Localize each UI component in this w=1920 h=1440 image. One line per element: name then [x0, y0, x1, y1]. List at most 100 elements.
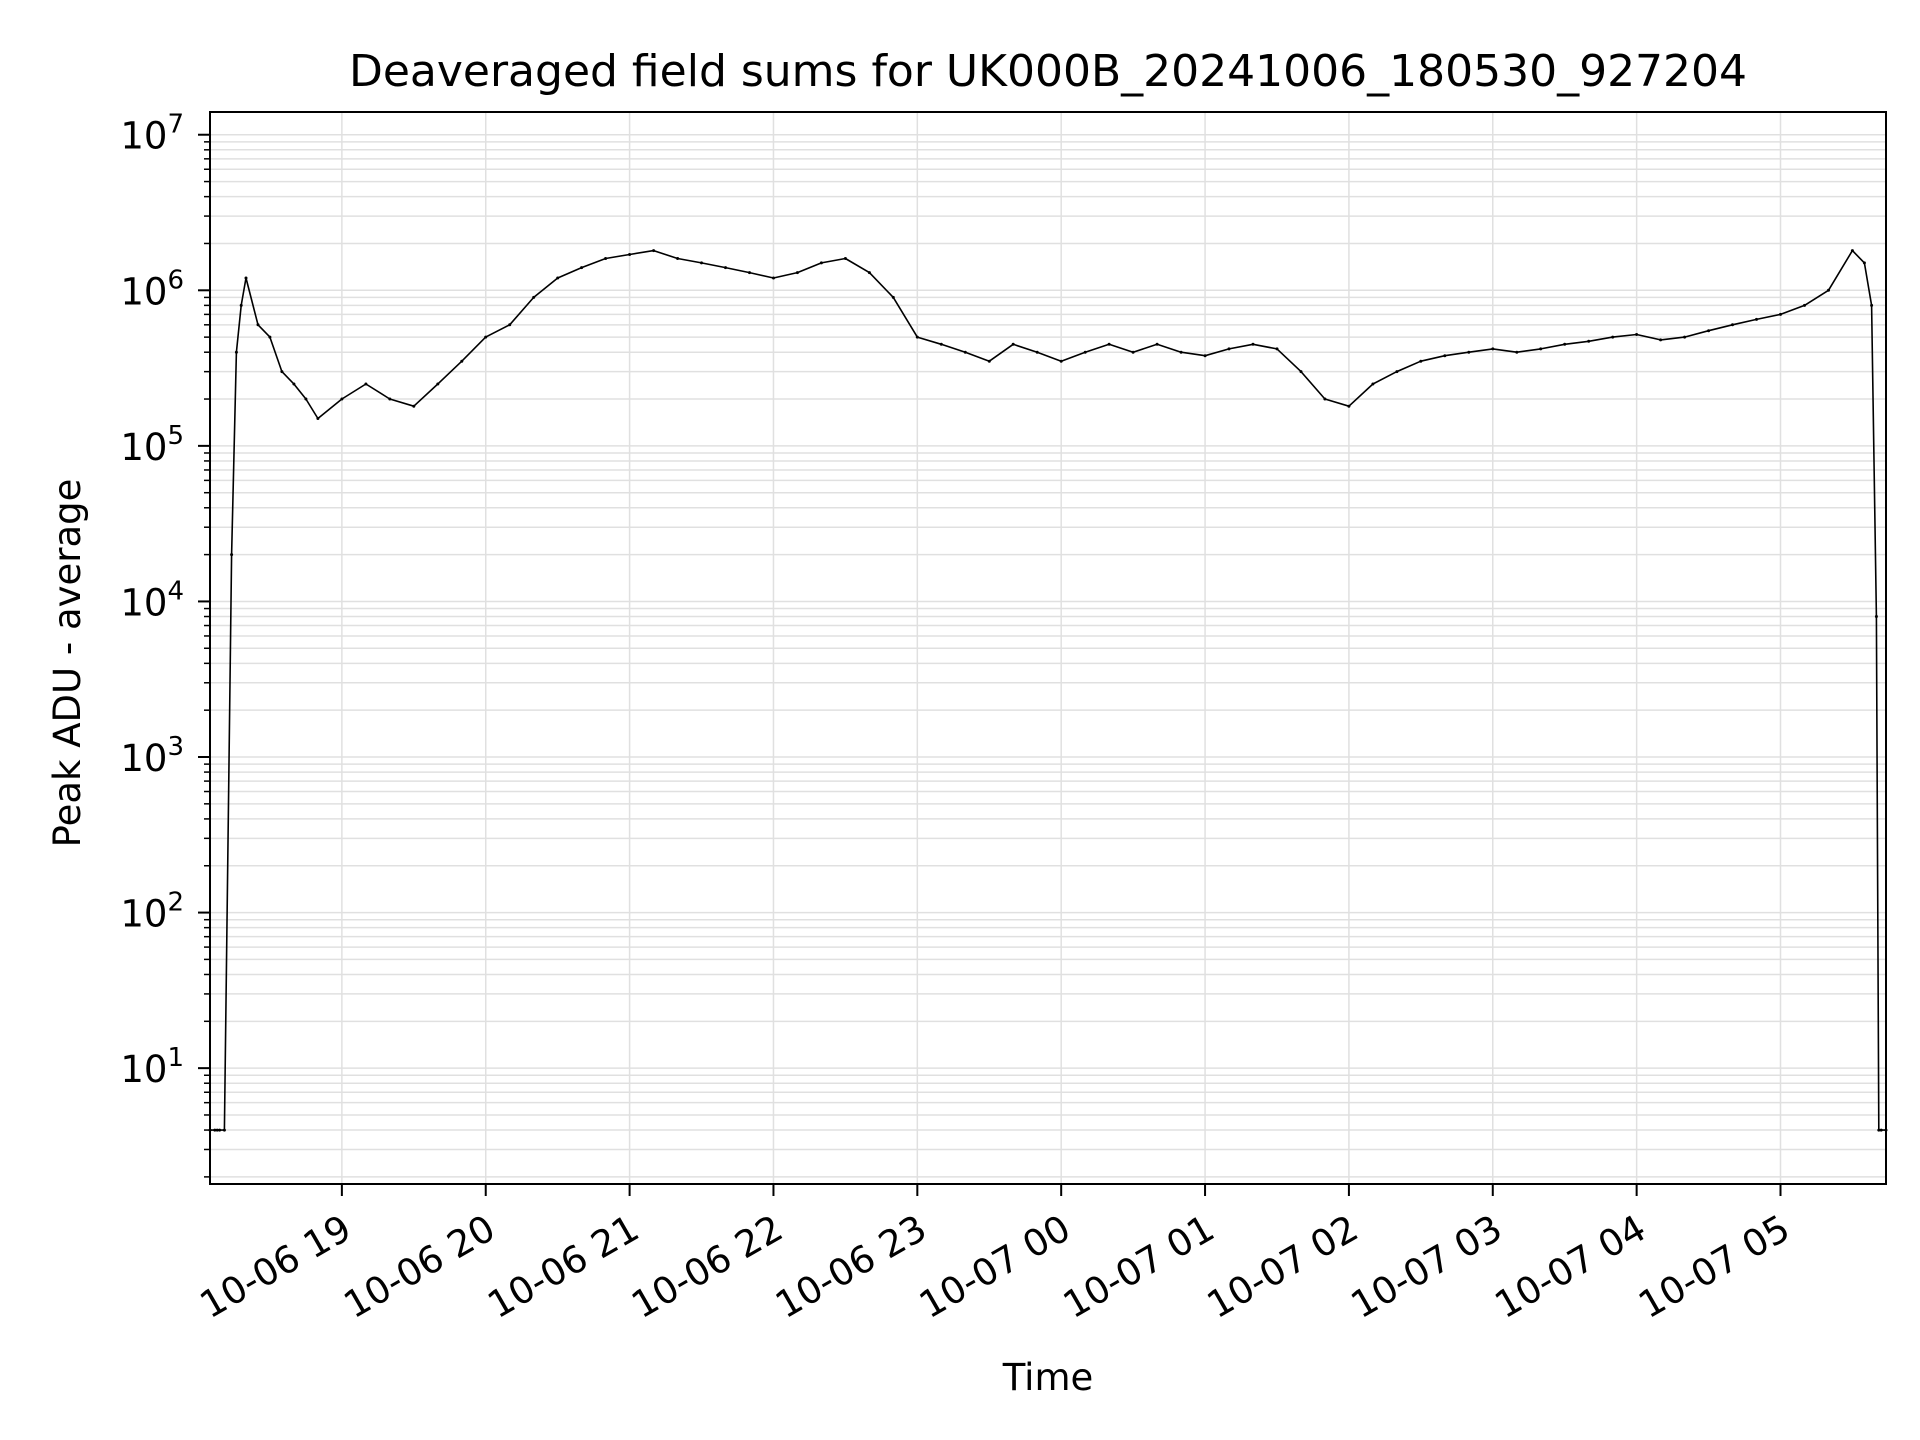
data-point	[280, 370, 284, 374]
data-point	[1203, 354, 1207, 358]
data-point	[1035, 350, 1039, 354]
y-tick-exponent: 3	[167, 732, 184, 762]
data-point	[795, 271, 799, 275]
data-point	[508, 323, 512, 327]
data-point	[1347, 404, 1351, 408]
data-point	[230, 553, 234, 557]
data-point	[239, 303, 243, 307]
y-tick-label: 105	[120, 421, 184, 469]
data-point	[268, 335, 272, 339]
y-tick-label: 106	[120, 265, 184, 313]
data-point	[843, 257, 847, 260]
data-point	[222, 1128, 226, 1132]
y-tick-label: 107	[120, 110, 184, 158]
data-point	[484, 335, 488, 339]
data-point	[1395, 370, 1399, 374]
x-axis-label: Time	[1002, 1356, 1094, 1399]
data-point	[1731, 323, 1734, 327]
data-point	[819, 261, 823, 265]
data-point	[987, 359, 991, 363]
data-point	[1323, 397, 1327, 401]
data-point	[1635, 333, 1639, 336]
data-point	[1659, 338, 1663, 342]
data-point	[218, 1128, 222, 1132]
data-point	[891, 295, 895, 299]
data-point	[1539, 347, 1543, 351]
y-tick-base: 10	[120, 115, 167, 158]
data-point	[1563, 342, 1567, 346]
data-point	[1155, 342, 1159, 346]
data-point	[1827, 288, 1830, 292]
data-point	[1371, 382, 1375, 386]
data-point	[1707, 329, 1711, 333]
data-point	[1491, 347, 1495, 351]
y-tick-base: 10	[120, 581, 167, 624]
data-point	[1515, 350, 1519, 354]
data-point	[1131, 350, 1135, 354]
y-tick-base: 10	[120, 737, 167, 780]
data-point	[652, 249, 656, 253]
data-point	[1850, 249, 1854, 253]
y-tick-base: 10	[120, 270, 167, 313]
data-point	[412, 404, 416, 408]
data-point	[213, 1128, 217, 1132]
data-point	[1877, 1128, 1881, 1132]
data-point	[1611, 335, 1615, 339]
data-point	[628, 253, 632, 256]
data-point	[364, 382, 368, 386]
y-tick-exponent: 6	[167, 265, 184, 295]
data-point	[436, 382, 440, 386]
data-point	[460, 359, 464, 363]
data-point	[1755, 317, 1758, 321]
data-point	[1179, 350, 1183, 354]
data-point	[388, 397, 392, 401]
y-tick-label: 102	[120, 888, 184, 936]
y-tick-base: 10	[120, 1048, 167, 1091]
data-point	[1299, 370, 1303, 374]
data-point	[1879, 1128, 1883, 1132]
data-point	[292, 382, 296, 386]
data-point	[1779, 312, 1782, 316]
chart-title: Deaveraged field sums for UK000B_2024100…	[349, 46, 1747, 97]
data-point	[1467, 350, 1471, 354]
data-point	[1275, 347, 1279, 351]
data-point	[748, 271, 751, 275]
data-point	[234, 350, 238, 354]
y-axis-label: Peak ADU - average	[46, 479, 89, 848]
y-tick-exponent: 4	[167, 576, 184, 606]
data-point	[1059, 359, 1063, 363]
data-point	[1803, 303, 1806, 307]
data-series	[208, 249, 1888, 1132]
y-tick-label: 104	[120, 576, 184, 624]
data-point	[1862, 261, 1866, 265]
y-tick-base: 10	[120, 893, 167, 936]
y-tick-exponent: 1	[167, 1043, 184, 1073]
data-point	[915, 335, 919, 339]
data-point	[1683, 335, 1687, 339]
grid	[210, 112, 1886, 1184]
data-point	[316, 417, 320, 420]
data-point	[939, 342, 943, 346]
data-point	[1227, 347, 1231, 351]
y-tick-exponent: 5	[167, 421, 184, 451]
y-tick-label: 101	[120, 1043, 184, 1091]
data-point	[1011, 342, 1015, 346]
data-point	[1251, 342, 1255, 346]
data-point	[532, 295, 536, 299]
data-point	[1419, 359, 1423, 363]
data-point	[1443, 354, 1447, 358]
y-tick-exponent: 2	[167, 888, 184, 918]
data-point	[676, 257, 680, 260]
data-point	[1874, 615, 1878, 618]
data-point	[724, 266, 727, 270]
data-point	[604, 257, 608, 260]
y-tick-label: 103	[120, 732, 184, 780]
data-point	[340, 397, 344, 401]
data-point	[1870, 303, 1874, 307]
data-point	[215, 1128, 219, 1132]
data-point	[244, 276, 248, 280]
data-point	[1083, 350, 1087, 354]
y-tick-exponent: 7	[167, 110, 184, 140]
data-point	[867, 271, 871, 275]
